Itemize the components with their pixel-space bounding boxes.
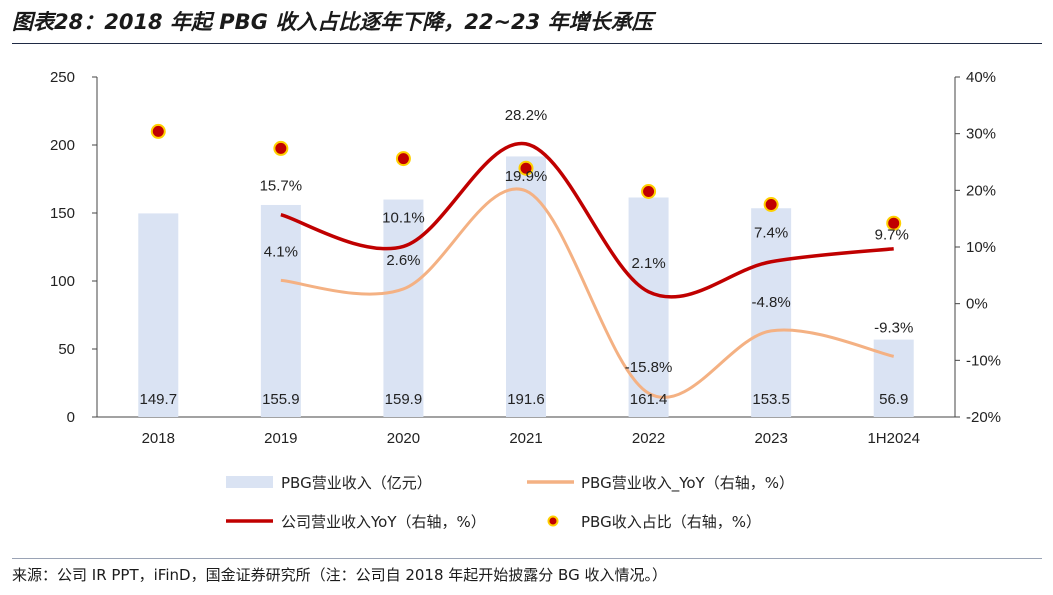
pbg-yoy-label: 2.6%: [386, 252, 420, 269]
dot-pbg-share: [886, 215, 902, 231]
bar-pbg-revenue: [751, 208, 792, 417]
x-tick-label: 2022: [632, 430, 665, 447]
source-rule: [12, 558, 1042, 559]
source-note: 来源：公司 IR PPT，iFinD，国金证券研究所（注：公司自 2018 年起…: [12, 566, 667, 584]
right-tick-label: -20%: [966, 409, 1001, 426]
right-tick-label: 10%: [966, 239, 996, 256]
left-tick-label: 50: [58, 341, 75, 358]
pbg-yoy-label: -4.8%: [752, 294, 791, 311]
x-tick-label: 2020: [387, 430, 420, 447]
line-company-revenue-yoy: [280, 142, 894, 299]
dot-pbg-share: [273, 140, 289, 156]
legend-label-pbg-revenue: PBG营业收入（亿元）: [281, 474, 432, 492]
dot-pbg-share: [763, 197, 779, 212]
bar-value-label: 155.9: [262, 391, 300, 408]
bar-pbg-revenue: [260, 204, 301, 417]
bar-pbg-revenue: [628, 197, 669, 417]
right-tick-label: 20%: [966, 182, 996, 199]
legend-swatch-pbg-share: [547, 515, 559, 527]
pbg-yoy-label: -15.8%: [625, 359, 673, 376]
pbg-yoy-label: 19.9%: [505, 168, 548, 185]
dot-pbg-share: [150, 123, 166, 139]
legend-label-company-yoy: 公司营业收入YoY（右轴，%）: [281, 513, 486, 531]
x-tick-label: 2019: [264, 430, 297, 447]
bar-pbg-revenue: [383, 199, 424, 417]
chart-title: 图表28：2018 年起 PBG 收入占比逐年下降，22~23 年增长承压: [12, 10, 653, 34]
bar-value-label: 56.9: [879, 391, 908, 408]
company-yoy-label: 10.1%: [382, 209, 425, 226]
left-tick-label: 250: [50, 69, 75, 86]
right-tick-label: 30%: [966, 126, 996, 143]
left-tick-label: 0: [67, 409, 75, 426]
legend-swatch-pbg-revenue: [226, 476, 273, 488]
pbg-yoy-label: 4.1%: [264, 243, 298, 260]
bar-value-label: 149.7: [140, 391, 178, 408]
bar-value-label: 159.9: [385, 391, 423, 408]
legend-label-pbg-yoy: PBG营业收入_YoY（右轴，%）: [581, 474, 794, 493]
right-tick-label: 0%: [966, 296, 988, 313]
x-tick-label: 2021: [509, 430, 542, 447]
x-tick-label: 2018: [142, 430, 175, 447]
dot-pbg-share: [395, 151, 411, 167]
company-yoy-label: 15.7%: [260, 178, 303, 195]
dot-pbg-share: [641, 183, 657, 199]
bar-pbg-revenue: [138, 213, 179, 417]
legend-label-pbg-share: PBG收入占比（右轴，%）: [581, 513, 761, 531]
left-tick-label: 150: [50, 205, 75, 222]
company-yoy-label: 7.4%: [754, 225, 788, 242]
line-pbg-revenue-yoy: [280, 187, 895, 399]
company-yoy-label: 9.7%: [875, 227, 909, 244]
right-tick-label: 40%: [966, 69, 996, 86]
left-tick-label: 100: [50, 273, 75, 290]
right-tick-label: -10%: [966, 352, 1001, 369]
dot-pbg-share: [518, 160, 534, 176]
bar-value-label: 153.5: [752, 391, 790, 408]
company-yoy-label: 2.1%: [631, 255, 665, 272]
title-rule: [12, 43, 1042, 44]
company-yoy-label: 28.2%: [505, 107, 548, 124]
bar-value-label: 161.4: [630, 391, 668, 408]
x-tick-label: 1H2024: [867, 430, 920, 447]
bar-pbg-revenue: [506, 156, 546, 417]
chart: 0 50 100 150 200 250 -20% -10% 0% 10% 20% 30% 40% 201…: [50, 69, 1001, 531]
left-tick-label: 200: [50, 137, 75, 154]
x-tick-label: 2023: [754, 430, 787, 447]
pbg-yoy-label: -9.3%: [874, 319, 913, 336]
bar-value-label: 191.6: [507, 391, 545, 408]
